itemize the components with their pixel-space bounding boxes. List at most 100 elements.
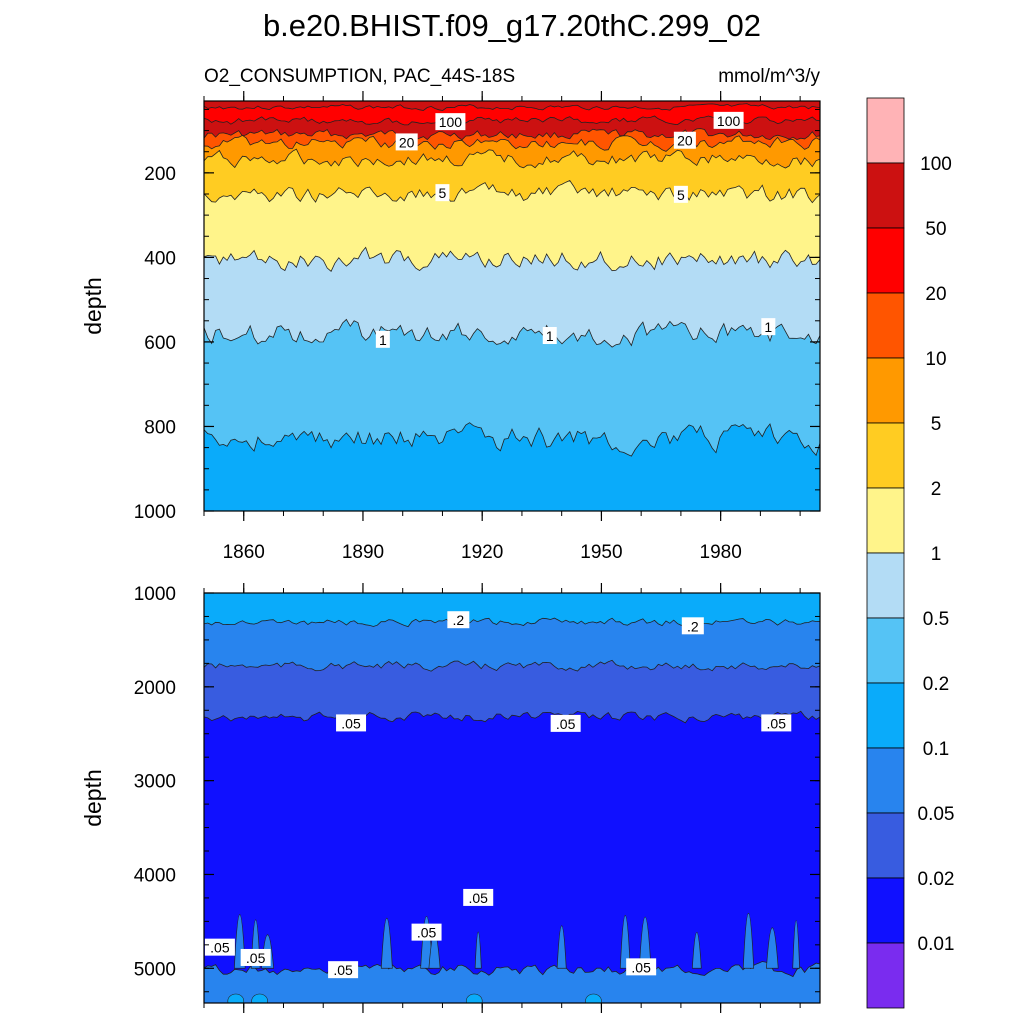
- colorbar-box: [866, 682, 905, 749]
- contour-line: [204, 617, 820, 628]
- contour-label-text: .05: [210, 940, 230, 956]
- contour-band: [742, 913, 755, 969]
- contour-label-text: .05: [468, 890, 488, 906]
- y-tick-label: 600: [144, 333, 176, 354]
- plot-frame: [203, 100, 821, 512]
- contour-label-text: .05: [556, 716, 576, 732]
- colorbar-label: 5: [931, 414, 942, 435]
- chart-subtitle-left: O2_CONSUMPTION, PAC_44S-18S: [204, 66, 515, 87]
- contour-label-text: .05: [333, 962, 353, 978]
- colorbar-label: 50: [925, 219, 946, 240]
- contour-line: [204, 710, 820, 724]
- colorbar-label: 20: [925, 284, 946, 305]
- x-tick-label: 1950: [580, 542, 622, 563]
- contour-label-box: [550, 714, 581, 732]
- colorbar-label: 0.5: [923, 609, 949, 630]
- contour-label-text: 20: [677, 133, 693, 149]
- contour-band: [474, 931, 482, 969]
- upper-panel: 100 100 20 20 5 5 1 1 1 200 400 600 800 1000 depth 1860…: [80, 91, 821, 563]
- colorbar-box: [866, 747, 905, 814]
- colorbar-label: 0.2: [923, 674, 949, 695]
- contour-label-box: [761, 714, 792, 732]
- plot-frame: [203, 592, 821, 1004]
- contour-label-text: 1: [764, 319, 772, 335]
- y-tick-label: 5000: [134, 959, 176, 980]
- contour-label: .05: [240, 948, 271, 966]
- colorbar-box: [866, 942, 905, 1009]
- contour-line: [204, 246, 820, 272]
- contour-label-box: [542, 327, 557, 345]
- contour-label: 5: [435, 184, 450, 202]
- contour-line: [204, 318, 820, 348]
- contour-label-text: .2: [687, 618, 699, 634]
- colorbar: 100 50 20 10 5 2 1 0.5 0.2 0.1 0.05 0.02 0.01: [866, 97, 955, 1009]
- colorbar-label: 0.01: [918, 934, 955, 955]
- y-axis-label: depth: [80, 769, 106, 827]
- colorbar-label: 10: [925, 349, 946, 370]
- contour-label-text: .05: [417, 925, 437, 941]
- contour-line: [204, 180, 820, 204]
- contour-label-box: [336, 714, 367, 732]
- contour-label-text: 1: [546, 328, 554, 344]
- contour-label: .05: [761, 714, 792, 732]
- colorbar-box: [866, 162, 905, 229]
- contour-label-box: [463, 888, 494, 906]
- contour-label: 100: [435, 113, 466, 131]
- colorbar-label: 1: [931, 544, 942, 565]
- contour-label: 100: [713, 111, 744, 129]
- contour-fill-area: [204, 101, 820, 511]
- chart-title: b.e20.BHIST.f09_g17.20thC.299_02: [263, 8, 761, 43]
- contour-band: [251, 993, 268, 1003]
- y-tick-label: 2000: [134, 678, 176, 699]
- contour-line: [204, 128, 820, 141]
- contour-label-box: [204, 938, 235, 956]
- contour-label: 1: [542, 327, 557, 345]
- contour-label-box: [395, 133, 418, 151]
- contour-line: [204, 103, 820, 111]
- contour-label-text: 100: [717, 113, 741, 129]
- contour-label-text: 1: [379, 332, 387, 348]
- y-tick-label: 3000: [134, 772, 176, 793]
- colorbar-box: [866, 292, 905, 359]
- contour-label-box: [626, 958, 657, 976]
- contour-label: 20: [673, 131, 696, 149]
- contour-label-box: [411, 923, 442, 941]
- colorbar-label: 0.1: [923, 739, 949, 760]
- contour-label-box: [761, 318, 776, 336]
- y-axis-label: depth: [80, 277, 106, 335]
- colorbar-box: [866, 487, 905, 554]
- contour-label-box: [673, 185, 688, 203]
- contour-label: .05: [336, 714, 367, 732]
- contour-band: [691, 931, 702, 969]
- contour-label: .2: [447, 611, 470, 629]
- x-tick-label: 1890: [342, 542, 384, 563]
- contour-label-text: 5: [677, 187, 685, 203]
- contour-label-box: [435, 113, 466, 131]
- colorbar-box: [866, 357, 905, 424]
- colorbar-box: [866, 552, 905, 619]
- x-tick-label: 1860: [223, 542, 265, 563]
- contour-label: .05: [328, 961, 359, 979]
- contour-label: 5: [673, 185, 688, 203]
- contour-line: [204, 961, 820, 978]
- colorbar-label: 0.05: [918, 804, 955, 825]
- contour-line: [204, 659, 820, 672]
- y-tick-label: 800: [144, 417, 176, 438]
- contour-line: [204, 148, 820, 169]
- contour-band: [227, 993, 245, 1003]
- contour-band: [792, 920, 800, 969]
- contour-label: .05: [204, 938, 235, 956]
- contour-label: 1: [761, 318, 776, 336]
- contour-label-box: [435, 184, 450, 202]
- colorbar-label: 2: [931, 479, 942, 500]
- colorbar-box: [866, 97, 905, 164]
- contour-label-text: .05: [631, 959, 651, 975]
- contour-band: [380, 917, 393, 969]
- colorbar-label: 0.02: [918, 869, 955, 890]
- y-tick-label: 1000: [134, 584, 176, 605]
- contour-label-box: [328, 961, 359, 979]
- contour-label-text: 20: [399, 134, 415, 150]
- colorbar-box: [866, 227, 905, 294]
- contour-label: .05: [411, 923, 442, 941]
